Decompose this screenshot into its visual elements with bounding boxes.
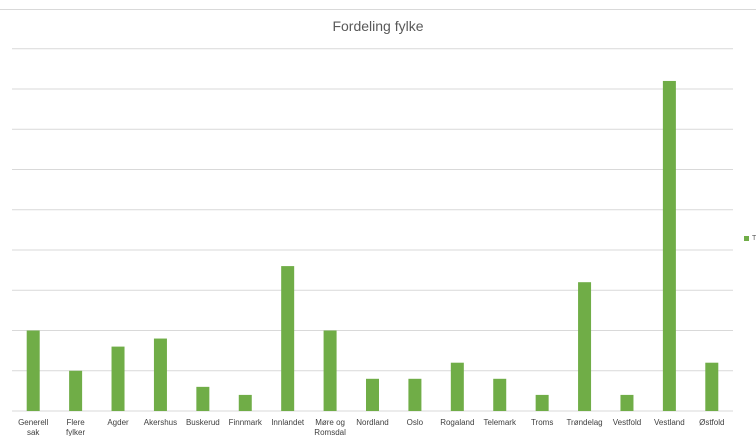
legend-label: T: [752, 235, 756, 242]
x-tick-label: Vestfold: [613, 418, 641, 427]
legend-swatch: [744, 236, 749, 241]
chart-title: Fordeling fylke: [332, 18, 424, 34]
bar: [26, 330, 40, 411]
bar: [69, 370, 83, 411]
legend: T: [744, 235, 756, 242]
bar: [281, 266, 295, 411]
bar: [238, 394, 252, 411]
x-tick-label: Telemark: [484, 418, 517, 427]
x-tick-label: Buskerud: [186, 418, 220, 427]
bar: [366, 378, 379, 411]
x-tick-label: Nordland: [356, 418, 388, 427]
x-tick-label: Akershus: [144, 418, 177, 427]
x-tick-label: Rogaland: [440, 418, 474, 427]
x-tick-label: Agder: [107, 418, 129, 427]
bar: [662, 80, 676, 411]
bar: [705, 362, 719, 411]
bars: [26, 80, 719, 411]
x-tick-label: Generell sak: [18, 418, 48, 436]
top-border: [0, 9, 756, 10]
x-tick-label: Vestland: [654, 418, 685, 427]
x-tick-label: Flere fylker: [66, 418, 85, 436]
bar: [408, 378, 422, 411]
bar: [578, 282, 592, 411]
x-axis-labels: Generell sak Flere fylker Agder Akershus Buske…: [18, 418, 724, 436]
bar: [620, 394, 634, 411]
x-tick-label: Trøndelag: [566, 418, 602, 427]
x-tick-label: Møre og Romsdal: [314, 418, 346, 436]
bar: [323, 330, 337, 411]
x-tick-label: Troms: [531, 418, 553, 427]
bar: [493, 378, 507, 411]
bar: [450, 362, 464, 411]
gridlines: [12, 48, 733, 412]
bar-chart: Generell sak Flere fylker Agder Akershus Buske…: [12, 48, 733, 436]
x-tick-label: Finnmark: [229, 418, 263, 427]
bar: [535, 394, 549, 411]
bar: [196, 386, 210, 411]
x-tick-label: Østfold: [699, 418, 724, 427]
x-tick-label: Oslo: [407, 418, 424, 427]
bar: [153, 338, 167, 411]
bar: [111, 346, 125, 411]
x-tick-label: Innlandet: [271, 418, 305, 427]
